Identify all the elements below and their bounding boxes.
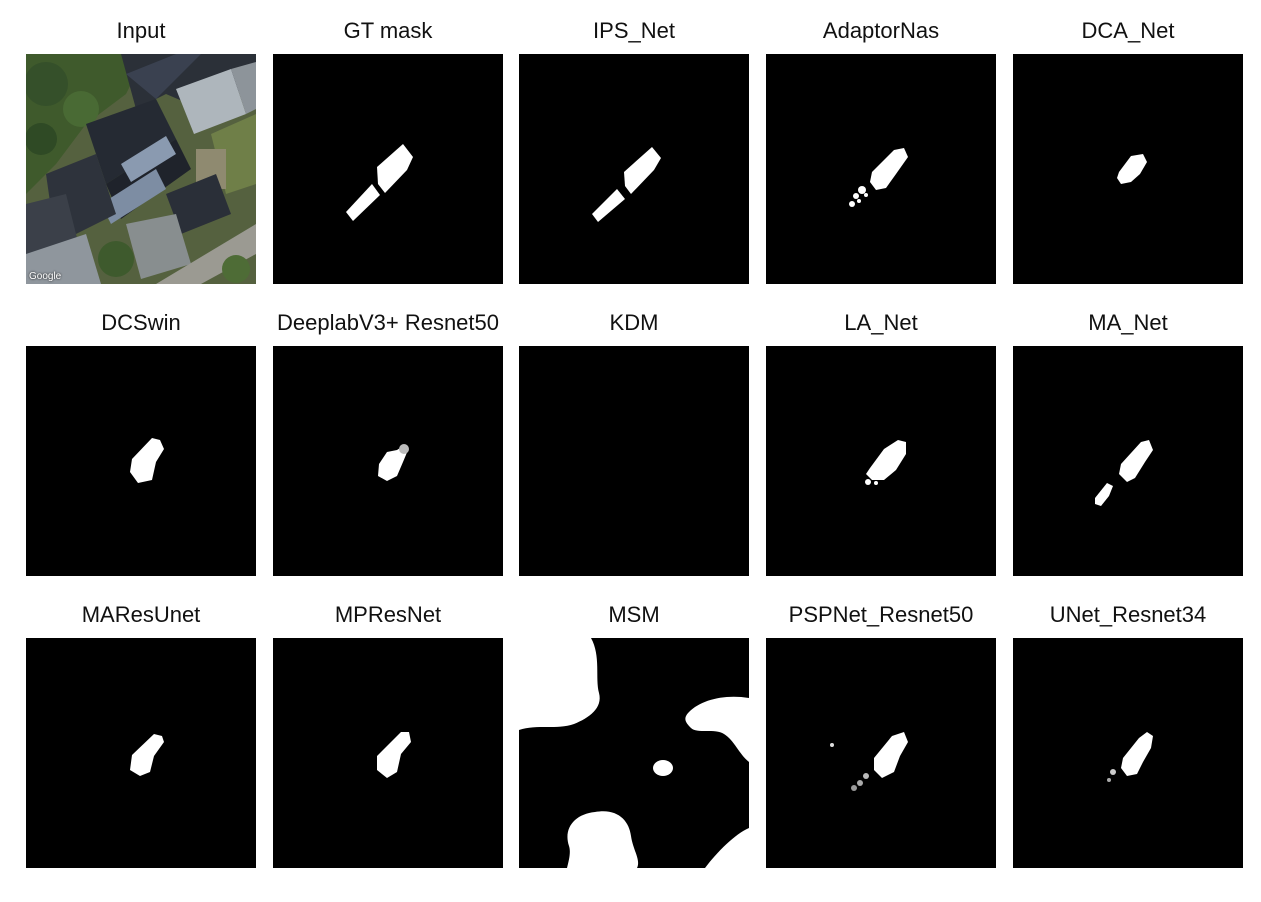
panel-title: UNet_Resnet34 bbox=[1049, 602, 1207, 627]
mask-image bbox=[26, 638, 256, 868]
panel-title: KDM bbox=[609, 310, 659, 335]
unet-mask-shape bbox=[1013, 638, 1243, 868]
mask-image bbox=[273, 54, 503, 284]
panel-title: MPResNet bbox=[334, 602, 442, 627]
mask-image bbox=[519, 54, 749, 284]
ips-net-mask-shape bbox=[519, 54, 749, 284]
panel-title: AdaptorNas bbox=[822, 18, 940, 43]
panel-title: DCA_Net bbox=[1081, 18, 1175, 43]
mpresnet-mask-shape bbox=[273, 638, 503, 868]
dcswin-mask-shape bbox=[26, 346, 256, 576]
la-net-mask-shape bbox=[766, 346, 996, 576]
maresunet-mask-shape bbox=[26, 638, 256, 868]
mask-image bbox=[273, 346, 503, 576]
mask-image bbox=[519, 346, 749, 576]
satellite-photo-illustration bbox=[26, 54, 256, 284]
deeplabv3-mask-shape bbox=[273, 346, 503, 576]
mask-image bbox=[1013, 54, 1243, 284]
msm-mask-shape bbox=[519, 638, 749, 868]
panel-title: MA_Net bbox=[1088, 310, 1168, 335]
panel-title: MSM bbox=[608, 602, 660, 627]
gt-mask-shape bbox=[273, 54, 503, 284]
mask-image bbox=[273, 638, 503, 868]
panel-title: Input bbox=[116, 18, 166, 43]
mask-image bbox=[26, 346, 256, 576]
image-credit: Google bbox=[29, 271, 62, 282]
panel-title: GT mask bbox=[343, 18, 433, 43]
satellite-image: Google bbox=[26, 54, 256, 284]
panel-title: DeeplabV3+ Resnet50 bbox=[277, 310, 499, 335]
dca-net-mask-shape bbox=[1013, 54, 1243, 284]
adaptornas-mask-shape bbox=[766, 54, 996, 284]
mask-image bbox=[766, 638, 996, 868]
panel-title: IPS_Net bbox=[593, 18, 675, 43]
pspnet-mask-shape bbox=[766, 638, 996, 868]
ma-net-mask-shape bbox=[1013, 346, 1243, 576]
panel-title: LA_Net bbox=[844, 310, 918, 335]
mask-image bbox=[1013, 638, 1243, 868]
panel-title: PSPNet_Resnet50 bbox=[788, 602, 974, 627]
panel-title: MAResUnet bbox=[81, 602, 201, 627]
panel-title: DCSwin bbox=[101, 310, 181, 335]
mask-image bbox=[766, 54, 996, 284]
mask-image bbox=[766, 346, 996, 576]
kdm-mask-shape bbox=[519, 346, 749, 576]
mask-image bbox=[519, 638, 749, 868]
mask-image bbox=[1013, 346, 1243, 576]
